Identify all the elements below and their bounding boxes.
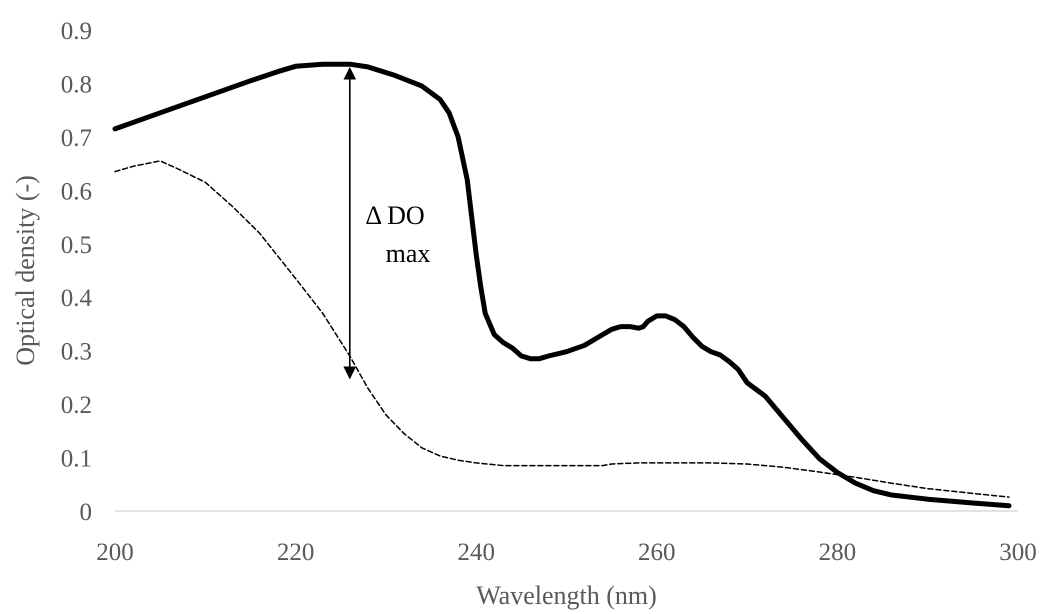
- annotation-label-line2: max: [386, 239, 431, 268]
- x-tick-label: 240: [457, 539, 495, 566]
- y-tick-label: 0.1: [61, 446, 92, 473]
- y-tick-label: 0.8: [61, 71, 92, 98]
- x-tick-label: 280: [819, 539, 857, 566]
- y-tick-label: 0.9: [61, 18, 92, 45]
- y-tick-label: 0.2: [61, 392, 92, 419]
- x-tick-label: 300: [999, 539, 1037, 566]
- y-tick-labels: 0 0.1 0.2 0.3 0.4 0.5 0.6 0.7 0.8 0.9: [61, 18, 93, 526]
- series-line-solid: [112, 61, 1012, 509]
- y-tick-label: 0.6: [61, 178, 92, 205]
- y-tick-label: 0.4: [61, 285, 93, 312]
- y-tick-label: 0.5: [61, 232, 92, 259]
- x-tick-labels: 200 220 240 260 280 300: [96, 539, 1037, 566]
- y-tick-label: 0.3: [61, 339, 92, 366]
- annotation-label-line1: Δ DO: [365, 201, 424, 230]
- series-group: [112, 61, 1012, 509]
- y-tick-label: 0: [80, 499, 93, 526]
- y-axis-title: Optical density (-): [11, 175, 40, 366]
- x-tick-label: 200: [96, 539, 134, 566]
- series-line-dashed: [114, 160, 1010, 498]
- x-axis-title: Wavelength (nm): [476, 581, 657, 610]
- x-tick-label: 260: [638, 539, 676, 566]
- y-tick-label: 0.7: [61, 125, 92, 152]
- x-tick-label: 220: [277, 539, 315, 566]
- delta-do-max-annotation: Δ DO max: [343, 66, 431, 380]
